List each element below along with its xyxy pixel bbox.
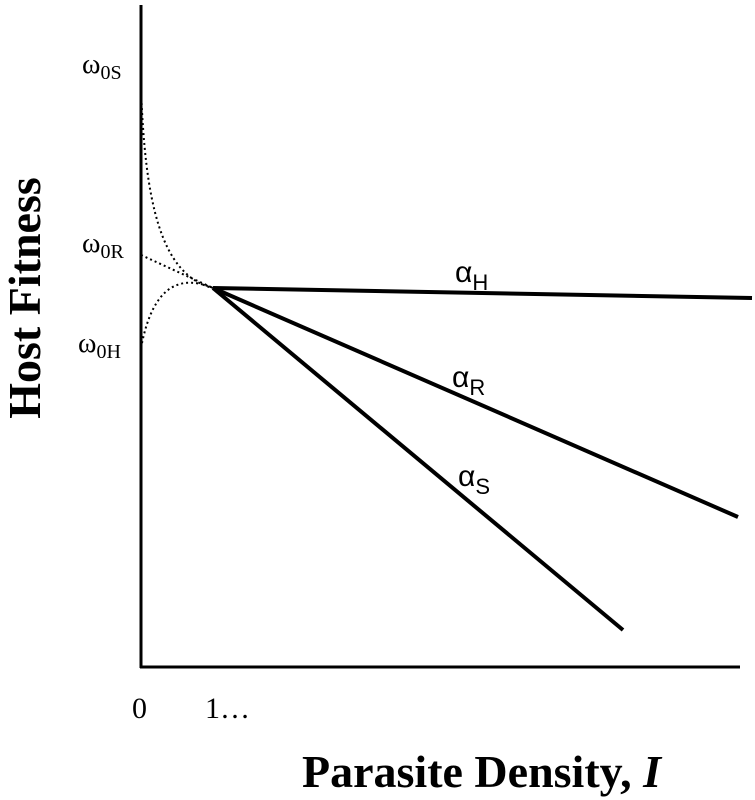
x-axis-title: Parasite Density, I (302, 746, 663, 797)
curve-0S-dotted (140, 87, 214, 289)
y-axis-title: Host Fitness (0, 177, 50, 419)
series-line-alpha-R (212, 286, 739, 519)
curve-0H-dotted (140, 281, 214, 349)
series-line-alpha-H (212, 286, 753, 300)
series-label-alpha-H: αH (455, 256, 488, 295)
x-tick-label-0: 0 (132, 692, 147, 725)
series-label-alpha-S: αS (458, 460, 490, 499)
intercept-label-0R: ω0R (82, 228, 124, 263)
intercept-label-0H: ω0H (78, 328, 121, 363)
curve-0R-dotted (140, 254, 214, 289)
intercept-label-0S: ω0S (82, 49, 122, 84)
series-line-alpha-S (211, 286, 625, 632)
series-label-alpha-R: αR (452, 361, 485, 400)
x-tick-label-1: 1… (205, 692, 250, 725)
